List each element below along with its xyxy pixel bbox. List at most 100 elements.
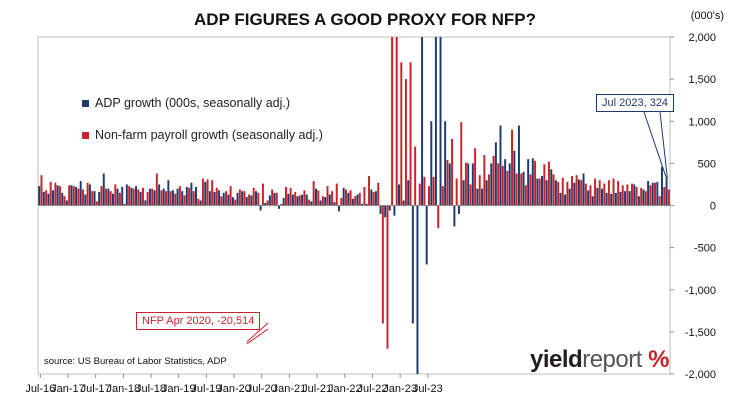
- bar-adp-16: [112, 193, 114, 206]
- bar-nfp-6: [68, 185, 71, 206]
- bar-adp-7: [70, 185, 73, 206]
- bar-adp-48: [259, 205, 262, 211]
- bar-nfp-58: [308, 199, 311, 206]
- bar-adp-8: [75, 186, 78, 206]
- bar-nfp-24: [151, 188, 154, 206]
- bar-adp-104: [517, 125, 520, 206]
- bar-adp-106: [527, 159, 530, 206]
- bar-nfp-125: [617, 181, 620, 206]
- callout-leader-nfp: [246, 322, 269, 343]
- bar-nfp-108: [538, 178, 541, 206]
- legend-item-adp: ADP growth (000s, seasonally adj.): [82, 96, 290, 110]
- legend-label-adp: ADP growth (000s, seasonally adj.): [95, 96, 291, 110]
- bar-nfp-77: [395, 37, 398, 206]
- y-axis-unit: (000's): [690, 10, 724, 22]
- bar-adp-3: [52, 190, 54, 206]
- x-tick-label: Jan-17: [51, 383, 85, 395]
- bar-nfp-93: [469, 184, 472, 206]
- bar-adp-116: [573, 182, 576, 206]
- x-tick-label: Jul-22: [357, 383, 387, 395]
- bar-adp-92: [462, 180, 465, 206]
- bar-adp-60: [314, 188, 317, 206]
- bar-nfp-52: [280, 203, 283, 206]
- bar-adp-30: [176, 188, 179, 206]
- bar-adp-65: [338, 205, 341, 212]
- bar-adp-111: [550, 169, 553, 206]
- x-tick-label: Jul-17: [81, 383, 111, 395]
- y-tick-label: -1,500: [685, 327, 716, 339]
- bar-adp-62: [324, 197, 327, 206]
- bar-adp-125: [614, 192, 617, 206]
- callout-leader-nfp-2: [246, 328, 269, 345]
- bar-nfp-15: [109, 191, 112, 206]
- bar-nfp-40: [225, 191, 227, 206]
- bar-adp-80: [407, 180, 410, 206]
- bar-adp-102: [508, 163, 511, 206]
- bar-nfp-56: [298, 195, 301, 206]
- bar-adp-101: [504, 159, 507, 206]
- bar-nfp-98: [492, 155, 495, 206]
- bar-nfp-8: [77, 188, 80, 206]
- bar-nfp-96: [483, 154, 486, 206]
- x-tick-label: Jul-19: [191, 383, 221, 395]
- bar-nfp-42: [234, 199, 237, 206]
- bar-nfp-81: [414, 146, 417, 206]
- bar-adp-63: [328, 194, 331, 206]
- bar-adp-20: [130, 187, 133, 206]
- bar-nfp-60: [317, 190, 320, 206]
- legend-label-nfp: Non-farm payroll growth (seasonally adj.…: [95, 128, 323, 142]
- x-tick-label: Jan-19: [162, 383, 196, 395]
- bar-nfp-16: [114, 184, 117, 206]
- bar-adp-115: [568, 188, 571, 206]
- bar-nfp-27: [165, 191, 168, 206]
- bar-adp-49: [264, 202, 267, 206]
- bar-adp-4: [56, 185, 59, 206]
- bar-nfp-43: [238, 189, 241, 206]
- bar-nfp-104: [520, 173, 523, 206]
- bar-nfp-18: [123, 203, 126, 206]
- bar-adp-123: [605, 192, 608, 206]
- callout-leader-adp: [643, 111, 667, 179]
- x-tick-label: Jan-21: [273, 383, 307, 395]
- bar-nfp-69: [358, 192, 361, 206]
- bar-nfp-47: [257, 192, 260, 206]
- bar-nfp-41: [229, 186, 232, 206]
- bar-nfp-44: [243, 191, 246, 206]
- bar-adp-79: [402, 200, 405, 206]
- bar-adp-71: [365, 203, 368, 206]
- bar-nfp-70: [363, 186, 366, 206]
- bar-adp-124: [610, 193, 613, 206]
- bar-adp-33: [190, 182, 193, 206]
- bar-nfp-35: [201, 178, 204, 206]
- bar-nfp-103: [515, 173, 518, 206]
- bar-adp-78: [398, 184, 400, 206]
- x-tick-label: Jul-20: [247, 383, 277, 395]
- bar-nfp-28: [169, 191, 172, 206]
- bar-adp-76: [388, 205, 391, 211]
- bar-nfp-83: [423, 176, 426, 206]
- bar-nfp-48: [261, 183, 264, 206]
- bar-nfp-22: [142, 187, 144, 206]
- bar-adp-35: [199, 200, 202, 206]
- bar-nfp-97: [487, 174, 490, 206]
- bar-adp-69: [356, 194, 359, 206]
- bar-nfp-61: [321, 196, 324, 206]
- bar-adp-100: [499, 125, 502, 206]
- bar-nfp-17: [118, 192, 121, 206]
- bar-nfp-106: [529, 174, 532, 206]
- bar-nfp-33: [192, 191, 195, 206]
- bar-adp-18: [121, 186, 124, 206]
- bar-adp-45: [245, 197, 248, 206]
- bar-adp-90: [453, 205, 456, 227]
- legend-swatch-adp: [82, 100, 89, 108]
- bar-adp-40: [222, 192, 225, 206]
- bar-adp-26: [158, 184, 161, 206]
- bar-adp-50: [268, 195, 271, 206]
- bar-adp-44: [241, 191, 244, 206]
- bar-nfp-45: [248, 194, 251, 206]
- bar-adp-105: [522, 171, 525, 206]
- bar-nfp-21: [137, 189, 140, 206]
- y-tick-label: -1,000: [685, 285, 716, 297]
